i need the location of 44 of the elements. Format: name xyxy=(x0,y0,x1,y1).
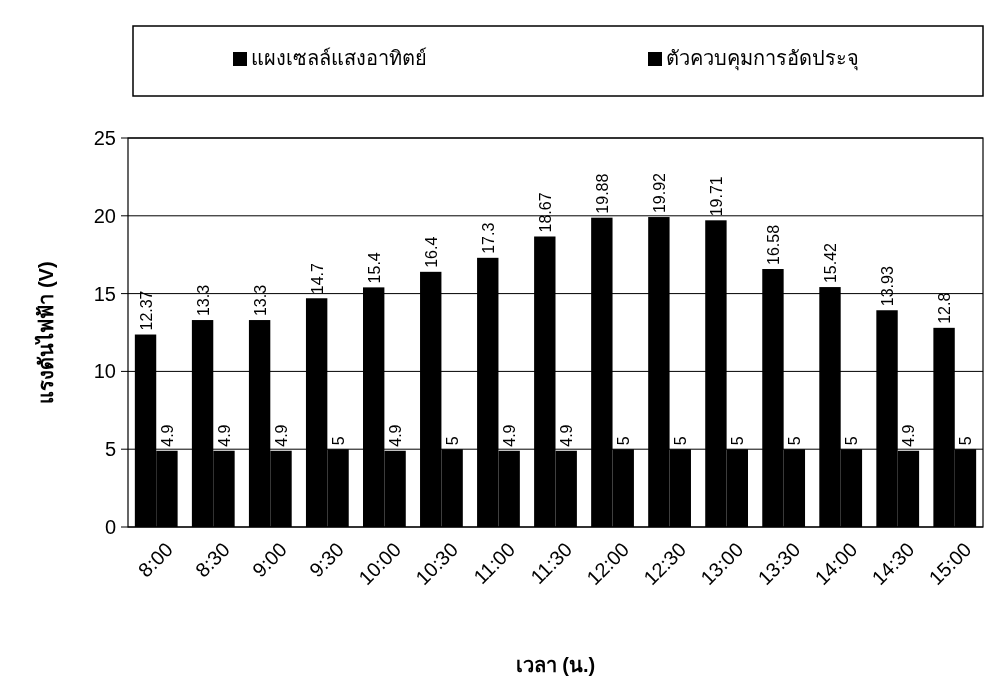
data-label: 17.3 xyxy=(479,222,497,254)
y-tick-label: 5 xyxy=(104,438,116,461)
data-label: 5 xyxy=(672,436,690,446)
data-label: 16.4 xyxy=(422,236,440,268)
data-label: 4.9 xyxy=(558,424,576,447)
data-label: 4.9 xyxy=(387,424,405,447)
y-tick-label: 20 xyxy=(93,204,116,227)
data-label: 19.71 xyxy=(707,176,725,217)
data-label: 5 xyxy=(444,436,462,446)
data-label: 4.9 xyxy=(273,424,290,447)
data-label: 5 xyxy=(843,436,861,446)
x-tick-label: 9:00 xyxy=(247,538,292,582)
data-label: 5 xyxy=(330,436,348,446)
data-label: 13.93 xyxy=(879,266,897,307)
x-tick-label: 8:30 xyxy=(190,538,234,582)
data-label: 5 xyxy=(729,436,747,446)
data-label: 15.42 xyxy=(822,242,839,284)
data-label: 4.9 xyxy=(501,424,519,447)
y-axis-title: แรงดันไฟฟ้า (V) xyxy=(34,261,57,404)
data-label: 4.9 xyxy=(215,424,233,447)
data-label: 19.88 xyxy=(593,173,611,214)
data-label: 12.37 xyxy=(137,290,155,331)
data-label: 4.9 xyxy=(900,424,918,447)
legend-label: ตัวควบคุมการอัดประจุ xyxy=(666,47,859,71)
data-label: 5 xyxy=(615,436,633,446)
data-label: 16.58 xyxy=(764,224,782,266)
data-label: 18.67 xyxy=(536,192,554,233)
data-label: 5 xyxy=(786,436,804,446)
data-label: 4.9 xyxy=(158,424,176,447)
data-label: 19.92 xyxy=(650,172,668,214)
y-tick-label: 15 xyxy=(93,282,116,305)
data-label: 13.3 xyxy=(251,284,269,317)
data-label: 15.4 xyxy=(365,252,383,284)
y-tick-label: 0 xyxy=(104,516,116,538)
x-tick-label: 8:00 xyxy=(133,538,177,582)
x-tick-label: 9:30 xyxy=(304,538,349,582)
data-label: 12.8 xyxy=(936,292,954,324)
legend-label: แผงเซลล์แสงอาทิตย์ xyxy=(251,47,427,69)
data-label: 5 xyxy=(957,436,975,446)
y-tick-label: 10 xyxy=(93,360,116,383)
y-tick-label: 25 xyxy=(93,127,116,149)
x-axis-title: เวลา (น.) xyxy=(515,654,596,676)
data-label: 14.7 xyxy=(308,263,326,295)
data-label: 13.3 xyxy=(194,284,212,317)
